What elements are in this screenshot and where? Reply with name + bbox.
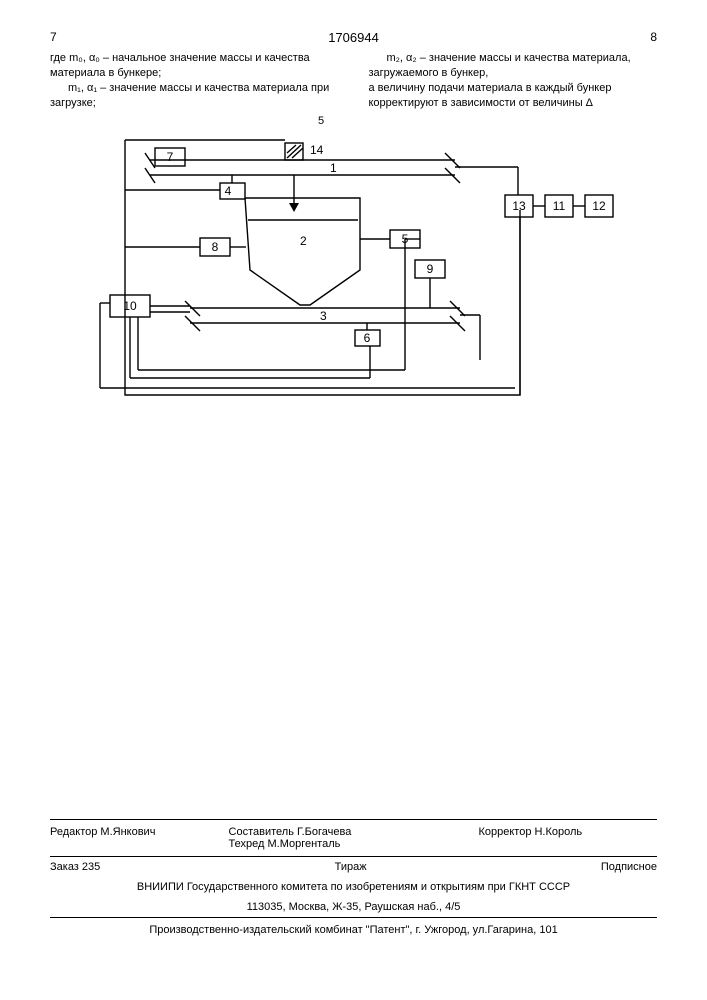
diagram-container: 1 2 3 4 5 6 7 8 9 10 11 12 13 14 [60, 120, 657, 410]
svg-text:2: 2 [300, 234, 307, 248]
svg-text:1: 1 [330, 161, 337, 175]
svg-text:14: 14 [310, 143, 324, 157]
credits-row: Редактор М.Янкович Составитель Г.Богачев… [50, 820, 657, 856]
header-row: 7 1706944 8 [50, 30, 657, 45]
left-column: где m₀, α₀ – начальное значение массы и … [50, 51, 339, 110]
doc-number: 1706944 [57, 30, 651, 45]
svg-text:4: 4 [225, 184, 232, 198]
svg-text:3: 3 [320, 309, 327, 323]
corrector: Корректор Н.Король [478, 826, 657, 850]
right-column: m₂, α₂ – значение массы и качества матер… [369, 51, 658, 110]
text-columns: где m₀, α₀ – начальное значение массы и … [50, 51, 657, 110]
para-delta: а величину подачи материала в каждый бун… [369, 81, 658, 111]
line-number-5: 5 [318, 115, 324, 127]
process-diagram: 1 2 3 4 5 6 7 8 9 10 11 12 13 14 [60, 120, 620, 410]
footer: Редактор М.Янкович Составитель Г.Богачев… [50, 819, 657, 940]
publisher-line3: Производственно-издательский комбинат "П… [50, 918, 657, 940]
para-m1: m₁, α₁ – значение массы и качества матер… [50, 81, 339, 111]
svg-text:6: 6 [364, 331, 371, 345]
svg-text:10: 10 [123, 299, 137, 313]
svg-text:5: 5 [402, 232, 409, 246]
page-num-right: 8 [650, 30, 657, 45]
compiler: Составитель Г.Богачева [229, 826, 479, 838]
svg-text:7: 7 [167, 150, 174, 164]
para-m0: где m₀, α₀ – начальное значение массы и … [50, 51, 339, 81]
svg-text:8: 8 [212, 240, 219, 254]
order-num: Заказ 235 [50, 861, 100, 873]
page-num-left: 7 [50, 30, 57, 45]
page-root: 7 1706944 8 где m₀, α₀ – начальное значе… [0, 0, 707, 1000]
techred: Техред М.Моргенталь [229, 838, 479, 850]
svg-text:11: 11 [553, 199, 566, 213]
svg-text:9: 9 [427, 262, 434, 276]
svg-text:12: 12 [592, 199, 606, 213]
publisher-line1: ВНИИПИ Государственного комитета по изоб… [50, 877, 657, 897]
credits-center: Составитель Г.Богачева Техред М.Моргента… [229, 826, 479, 850]
para-m2: m₂, α₂ – значение массы и качества матер… [369, 51, 658, 81]
svg-text:13: 13 [512, 199, 526, 213]
tirazh: Тираж [335, 861, 367, 873]
subscription: Подписное [601, 861, 657, 873]
publisher-line2: 113035, Москва, Ж-35, Раушская наб., 4/5 [50, 897, 657, 917]
order-row: Заказ 235 Тираж Подписное [50, 857, 657, 877]
editor: Редактор М.Янкович [50, 826, 229, 850]
